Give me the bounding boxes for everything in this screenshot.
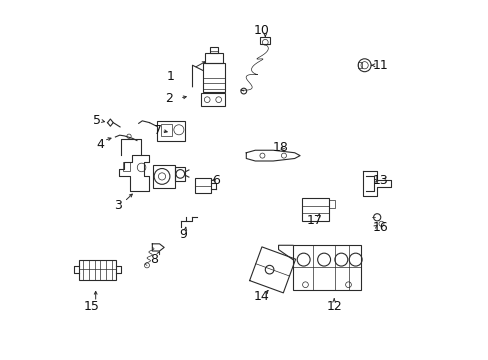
Bar — [301, 198, 328, 221]
Text: 7: 7 — [153, 124, 162, 137]
Bar — [201, 93, 224, 106]
Bar — [357, 62, 361, 68]
Bar — [175, 167, 185, 181]
Text: 12: 12 — [325, 300, 341, 313]
Text: 16: 16 — [371, 221, 387, 234]
Bar — [161, 124, 171, 136]
Bar — [203, 63, 224, 92]
Text: 2: 2 — [165, 92, 173, 105]
Text: 17: 17 — [306, 214, 322, 227]
Bar — [153, 165, 174, 188]
Bar — [195, 178, 211, 193]
Text: 13: 13 — [371, 174, 387, 187]
Bar — [292, 245, 360, 290]
Text: 8: 8 — [150, 253, 158, 266]
Text: 4: 4 — [96, 138, 104, 150]
Text: 18: 18 — [272, 141, 288, 154]
Text: 3: 3 — [114, 199, 122, 212]
Bar — [204, 53, 223, 63]
Text: 9: 9 — [179, 228, 186, 241]
Bar — [260, 37, 270, 44]
Text: 1: 1 — [167, 69, 175, 82]
Text: 5: 5 — [93, 114, 101, 127]
Bar — [79, 260, 116, 280]
Text: 6: 6 — [212, 174, 220, 186]
Text: 14: 14 — [253, 290, 269, 303]
Bar — [156, 121, 185, 140]
Text: 10: 10 — [253, 24, 269, 37]
Bar — [328, 201, 334, 208]
Text: 11: 11 — [371, 59, 387, 72]
Bar — [209, 47, 218, 53]
Text: 15: 15 — [84, 300, 100, 313]
Bar — [122, 162, 130, 171]
